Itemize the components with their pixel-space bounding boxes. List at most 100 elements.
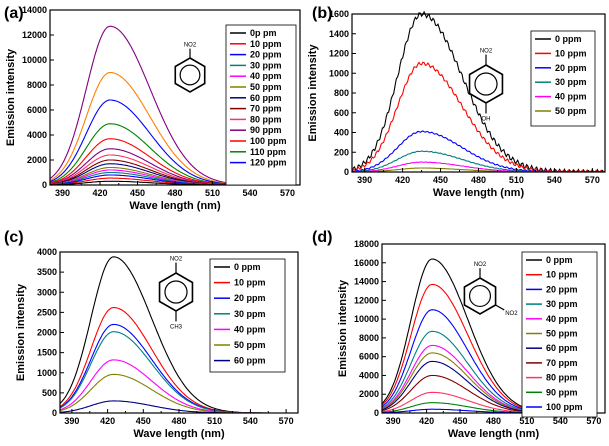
x-tick-label: 480 [167,188,182,198]
x-tick-label: 390 [64,416,79,426]
x-tick-label: 540 [242,188,257,198]
y-tick-label: 4000 [27,130,47,140]
legend-entry: 30 ppm [250,60,282,70]
y-tick-label: 1000 [37,368,57,378]
legend-entry: 10 ppm [555,48,587,58]
legend-entry: 40 ppm [546,314,578,324]
y-tick-label: 10000 [354,314,379,324]
x-tick-label: 510 [509,175,524,185]
y-tick-label: 1600 [329,9,349,19]
y-tick-label: 2000 [27,155,47,165]
x-tick-label: 450 [453,416,468,426]
x-tick-label: 420 [395,175,410,185]
aromatic-circle [474,72,498,96]
y-tick-label: 2000 [359,389,379,399]
x-tick-label: 390 [357,175,372,185]
x-axis-title: Wave length (nm) [448,428,540,440]
legend-entry: 50 ppm [234,340,266,350]
y-tick-label: 1200 [329,49,349,59]
y-tick-label: 3000 [37,287,57,297]
legend-entry: 100 ppm [250,136,287,146]
y-tick-label: 500 [42,388,57,398]
y-tick-label: 10000 [22,55,47,65]
panel-letter: (c) [4,229,24,246]
legend-entry: 10 ppm [546,270,578,280]
legend-entry: 50 ppm [546,329,578,339]
y-tick-label: 3500 [37,267,57,277]
y-axis-title: Emission intensity [5,48,17,146]
benzene-ring [174,57,206,93]
y-tick-label: 2500 [37,307,57,317]
y-tick-label: 18000 [354,239,379,249]
molecule-structure: NO2 NO2 [463,262,518,317]
x-tick-label: 480 [471,175,486,185]
substituent-label: CH3 [170,324,183,330]
legend-entry: 20 ppm [546,284,578,294]
y-tick-label: 2000 [37,328,57,338]
legend-entry: 0 ppm [234,262,261,272]
legend: 0 ppm 10 ppm 20 ppm 30 ppm 40 ppm 50 ppm 60 pp… [209,258,286,373]
legend-entry: 50 ppm [555,106,587,116]
chart-panel-3: (c) 390 420 450 480 510 540 570 0 500 1000 1500 2000… [4,229,299,440]
aromatic-circle [164,280,188,304]
x-axis-title: Wave length (nm) [133,428,225,440]
legend-entry: 40 ppm [250,71,282,81]
y-tick-label: 1400 [329,29,349,39]
x-tick-label: 510 [207,416,222,426]
legend-entry: 60 ppm [546,343,578,353]
legend-entry: 80 ppm [546,373,578,383]
legend-entry: 40 ppm [555,92,587,102]
y-tick-label: 8000 [359,333,379,343]
legend-entry: 110 ppm [250,147,286,157]
y-axis-title: Emission intensity [337,279,349,377]
benzene-ring [463,277,497,315]
y-tick-label: 4000 [37,247,57,257]
x-tick-label: 450 [130,188,145,198]
series-line [351,61,606,173]
y-tick-label: 12000 [22,30,47,40]
y-axis-title: Emission intensity [307,44,319,142]
x-axis-title: Wave length (nm) [433,187,525,199]
x-tick-label: 540 [553,416,568,426]
legend-entry: 0p pm [250,28,277,38]
legend-entry: 30 ppm [234,309,266,319]
y-tick-label: 6000 [27,105,47,115]
y-tick-label: 8000 [27,80,47,90]
x-tick-label: 420 [100,416,115,426]
x-tick-label: 450 [136,416,151,426]
legend-entry: 0 ppm [546,255,573,265]
series-line [352,130,606,173]
x-tick-label: 510 [519,416,534,426]
y-tick-label: 0 [374,408,379,418]
x-tick-label: 390 [386,416,401,426]
y-tick-label: 14000 [354,277,379,287]
molecule-structure: NO2 CH3 [158,257,194,330]
x-tick-label: 480 [486,416,501,426]
legend-entry: 90 ppm [250,125,282,135]
molecule-structure: NO2 [174,43,206,93]
panel-letter: (b) [312,5,332,22]
legend-entry: 70 ppm [250,104,282,114]
y-tick-label: 600 [334,108,349,118]
y-tick-label: 14000 [22,5,47,15]
legend-entry: 120 ppm [250,158,287,168]
substituent-label: OH [482,116,491,122]
legend-entry: 10 ppm [234,278,266,288]
y-tick-label: 800 [334,88,349,98]
substituent-label: NO2 [184,43,197,49]
legend-box [530,30,596,127]
y-tick-label: 400 [334,128,349,138]
y-tick-label: 12000 [354,295,379,305]
legend-entry: 30 ppm [546,299,578,309]
panel-letter: (a) [4,5,24,22]
legend: 0 ppm 10 ppm 20 ppm 30 ppm 40 ppm 50 ppm 60 pp… [521,251,598,418]
x-tick-label: 510 [205,188,220,198]
y-axis-title: Emission intensity [15,283,27,381]
panel-letter: (d) [312,229,332,246]
legend: 0 ppm 10 ppm 20 ppm 30 ppm 40 ppm 50 ppm [530,30,596,127]
molecule-structure: NO2 OH [468,49,504,122]
y-tick-label: 200 [334,147,349,157]
y-tick-label: 16000 [354,258,379,268]
